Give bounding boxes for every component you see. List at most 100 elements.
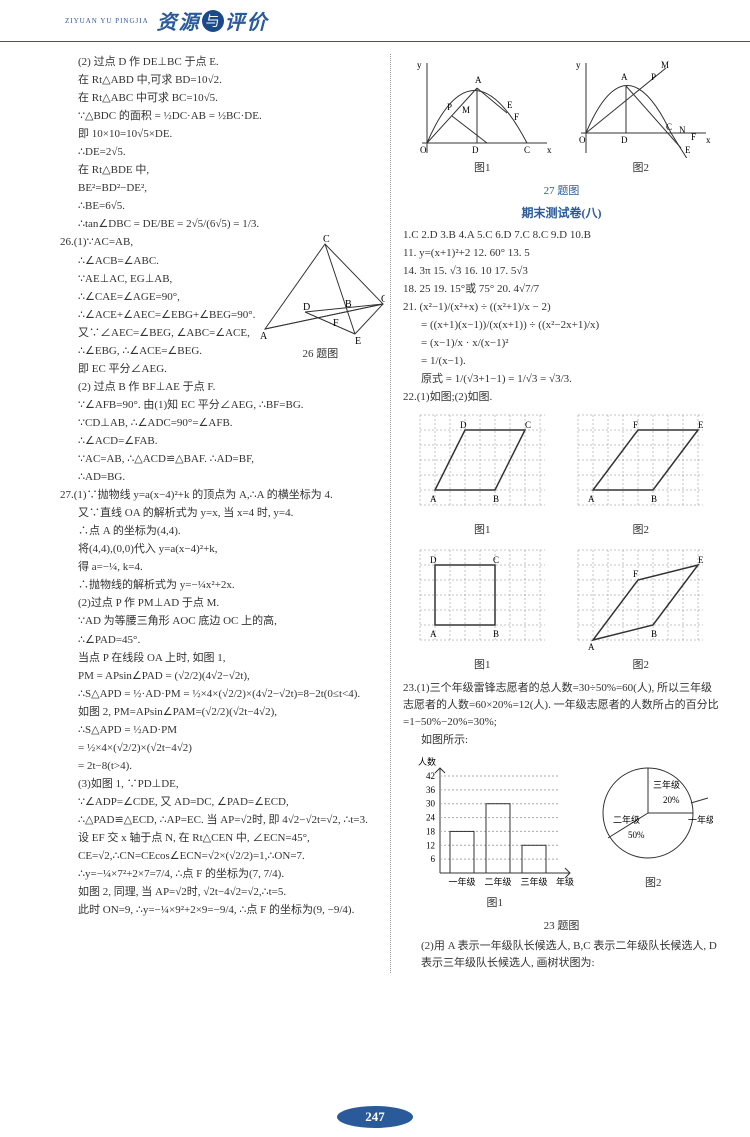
text: = 2t−8(t>4). xyxy=(60,758,382,775)
bar-chart: 人数6121824303642一年级二年级三年级年级 图1 xyxy=(410,753,580,914)
text: 又∵直线 OA 的解析式为 y=x, 当 x=4 时, y=4. xyxy=(60,505,382,522)
text: 原式 = 1/(√3+1−1) = 1/√3 = √3/3. xyxy=(403,371,720,388)
page-number: 247 xyxy=(365,1109,385,1125)
fig26-caption: 26 题图 xyxy=(255,346,385,363)
fig27-2: x y O A M P D C N E F 图2 xyxy=(571,58,711,179)
page-header: ZIYUAN YU PINGJIA 资源 与 评价 xyxy=(0,0,750,42)
svg-text:y: y xyxy=(576,60,581,70)
text: ∴S△APD = ½·AD·PM = ½×4×(√2/2)×(4√2−√2t)=… xyxy=(60,686,382,703)
svg-text:x: x xyxy=(706,135,711,145)
svg-text:30: 30 xyxy=(426,799,436,809)
text: ∴AD=BG. xyxy=(60,469,382,486)
text: ∴∠CAE=∠AGE=90°, xyxy=(60,289,255,306)
text: 在 Rt△BDE 中, xyxy=(60,162,382,179)
svg-text:x: x xyxy=(547,145,552,155)
svg-text:F: F xyxy=(514,112,519,122)
text: ∴S△APD = ½AD·PM xyxy=(60,722,382,739)
text: = ((x+1)(x−1))/(x(x+1)) ÷ ((x²−2x+1)/x) xyxy=(403,317,720,334)
text: ∵△BDC 的面积 = ½DC·AB = ½BC·DE. xyxy=(60,108,382,125)
text: ∴△PAD≌△ECD, ∴AP=EC. 当 AP=√2时, 即 4√2−√2t=… xyxy=(60,812,382,829)
text: 26.(1)∵AC=AB, xyxy=(60,234,255,251)
content-area: (2) 过点 D 作 DE⊥BC 于点 E. 在 Rt△ABD 中,可求 BD=… xyxy=(0,42,750,973)
svg-text:E: E xyxy=(698,555,704,565)
svg-text:C: C xyxy=(524,145,530,155)
svg-text:D: D xyxy=(460,420,467,430)
svg-text:人数: 人数 xyxy=(418,756,436,767)
figure-26: A C D B G E F 26 题图 xyxy=(255,234,385,396)
svg-text:B: B xyxy=(651,629,657,639)
svg-text:M: M xyxy=(462,105,470,115)
text: = 1/(x−1). xyxy=(403,353,720,370)
svg-text:24: 24 xyxy=(426,813,436,823)
text: 得 a=−¼, k=4. xyxy=(60,559,382,576)
text: (2) 过点 B 作 BF⊥AE 于点 F. xyxy=(60,379,255,396)
text: BE²=BD²−DE², xyxy=(60,180,382,197)
text: (2)用 A 表示一年级队长候选人, B,C 表示二年级队长候选人, D 表示三… xyxy=(403,938,720,972)
text: ∴点 A 的坐标为(4,4). xyxy=(60,523,382,540)
svg-text:一年级: 一年级 xyxy=(688,814,713,825)
text: ∴∠ACD=∠FAB. xyxy=(60,433,382,450)
svg-text:A: A xyxy=(430,629,437,639)
text: = ½×4×(√2/2)×(√2t−4√2) xyxy=(60,740,382,757)
fig22-grid4: AB EF 图2 xyxy=(573,545,708,676)
fig22-row2: AB CD 图1 AB EF 图2 xyxy=(403,545,720,676)
svg-text:D: D xyxy=(303,302,310,313)
text: = (x−1)/x · x/(x−1)² xyxy=(403,335,720,352)
text: 即 EC 平分∠AEG. xyxy=(60,361,255,378)
text: 即 10×10=10√5×DE. xyxy=(60,126,382,143)
text: 21. (x²−1)/(x²+x) ÷ ((x²+1)/x − 2) xyxy=(403,299,720,316)
header-amp: 与 xyxy=(202,10,224,32)
text: 如图 2, 同理, 当 AP=√2时, √2t−4√2=√2,∴t=5. xyxy=(60,884,382,901)
svg-text:二年级: 二年级 xyxy=(613,814,640,825)
svg-text:C: C xyxy=(493,555,499,565)
svg-text:A: A xyxy=(475,75,482,85)
pie-chart: 三年级 20% 一年级 二年级 50% 图2 xyxy=(593,753,713,914)
text: PM = APsin∠PAD = (√2/2)(4√2−√2t), xyxy=(60,668,382,685)
fig22-2b-label: 图2 xyxy=(573,657,708,674)
text: ∴y=−¼×7²+2×7=7/4, ∴点 F 的坐标为(7, 7/4). xyxy=(60,866,382,883)
svg-text:42: 42 xyxy=(426,771,435,781)
fig23-caption: 23 题图 xyxy=(403,918,720,935)
svg-text:A: A xyxy=(588,642,595,652)
fig22-1-label: 图1 xyxy=(415,522,550,539)
text: 此时 ON=9, ∴y=−¼×9²+2×9=−9/4, ∴点 F 的坐标为(9,… xyxy=(60,902,382,919)
svg-text:B: B xyxy=(493,494,499,504)
svg-text:A: A xyxy=(588,494,595,504)
fig27-1-label: 图1 xyxy=(412,160,552,177)
text: 在 Rt△ABD 中,可求 BD=10√2. xyxy=(60,72,382,89)
fig27-row: x y O P A M D E F C 图1 xyxy=(403,58,720,179)
text: ∴∠ACB=∠ABC. xyxy=(60,253,255,270)
svg-text:F: F xyxy=(691,132,696,142)
text: 设 EF 交 x 轴于点 N, 在 Rt△CEN 中, ∠ECN=45°, xyxy=(60,830,382,847)
text: ∴∠EBG, ∴∠ACE=∠BEG. xyxy=(60,343,255,360)
text: 23.(1)三个年级雷锋志愿者的总人数=30÷50%=60(人), 所以三年级志… xyxy=(403,680,720,731)
answers: 1.C 2.D 3.B 4.A 5.C 6.D 7.C 8.C 9.D 10.B xyxy=(403,227,720,244)
left-column: (2) 过点 D 作 DE⊥BC 于点 E. 在 Rt△ABD 中,可求 BD=… xyxy=(60,54,390,973)
svg-text:E: E xyxy=(698,420,704,430)
fig22-grid1: AB CD 图1 xyxy=(415,410,550,541)
svg-text:二年级: 二年级 xyxy=(484,876,511,887)
svg-text:D: D xyxy=(621,135,628,145)
svg-text:N: N xyxy=(679,125,686,135)
svg-text:B: B xyxy=(345,299,352,310)
svg-text:20%: 20% xyxy=(663,795,680,805)
text: 如图 2, PM=APsin∠PAM=(√2/2)(√2t−4√2), xyxy=(60,704,382,721)
right-column: x y O P A M D E F C 图1 xyxy=(390,54,720,973)
svg-text:B: B xyxy=(493,629,499,639)
svg-text:y: y xyxy=(417,60,422,70)
svg-text:P: P xyxy=(447,102,452,112)
svg-text:C: C xyxy=(666,122,672,132)
svg-text:36: 36 xyxy=(426,785,436,795)
fig22-row1: AB CD 图1 AB EF 图2 xyxy=(403,410,720,541)
text: (2) 过点 D 作 DE⊥BC 于点 E. xyxy=(60,54,382,71)
fig22-1b-label: 图1 xyxy=(415,657,550,674)
answers: 18. 25 19. 15°或 75° 20. 4√7/7 xyxy=(403,281,720,298)
svg-text:F: F xyxy=(633,420,638,430)
svg-text:C: C xyxy=(323,234,330,245)
svg-text:D: D xyxy=(472,145,479,155)
text: 如图所示: xyxy=(403,732,720,749)
svg-text:三年级: 三年级 xyxy=(653,779,680,790)
answers: 11. y=(x+1)²+2 12. 60° 13. 5 xyxy=(403,245,720,262)
text: ∵CD⊥AB, ∴∠ADC=90°=∠AFB. xyxy=(60,415,382,432)
svg-text:6: 6 xyxy=(430,855,435,865)
